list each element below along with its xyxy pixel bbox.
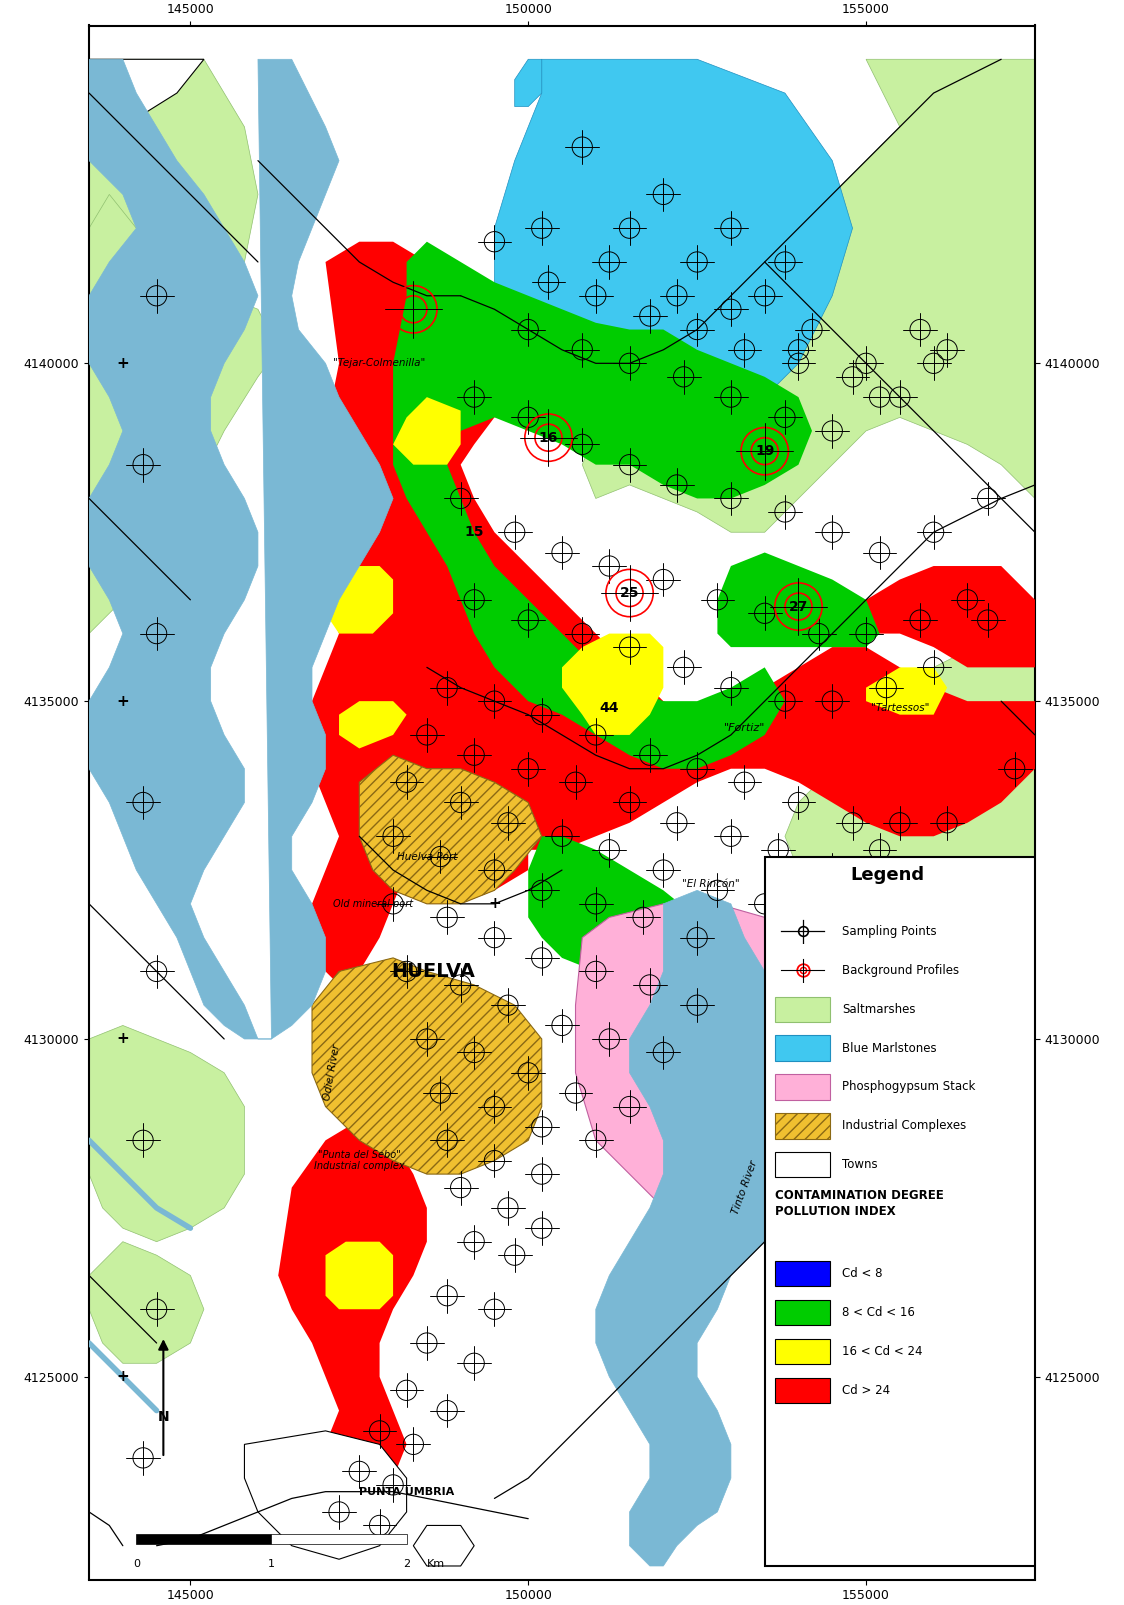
Polygon shape [312,958,542,1175]
Polygon shape [89,295,203,430]
Text: "Fortiz": "Fortiz" [724,724,765,733]
Text: 0: 0 [133,1558,139,1570]
Text: Towns: Towns [842,1159,878,1172]
Text: Industrial Complexes: Industrial Complexes [842,1119,967,1133]
Text: Sampling Points: Sampling Points [842,924,937,937]
Polygon shape [528,836,717,985]
Polygon shape [326,567,393,634]
Text: 19: 19 [755,445,774,457]
Text: +: + [117,693,129,709]
Polygon shape [89,59,393,1038]
Text: 44: 44 [599,701,619,714]
Polygon shape [89,59,203,160]
Text: Old mineral port: Old mineral port [333,899,413,908]
Polygon shape [393,396,461,465]
Polygon shape [326,1242,393,1310]
Text: 8 < Cd < 16: 8 < Cd < 16 [842,1306,915,1319]
Polygon shape [339,769,528,904]
Polygon shape [717,552,880,647]
Polygon shape [244,1430,407,1558]
Text: +: + [981,896,994,912]
Text: +: + [117,356,129,371]
Text: Huelva Port: Huelva Port [397,852,457,862]
Polygon shape [89,59,257,600]
Polygon shape [89,194,279,634]
Text: "El Rincón": "El Rincón" [682,878,740,889]
Text: N: N [157,1411,170,1424]
Text: HUELVA: HUELVA [391,961,475,981]
Polygon shape [515,59,542,106]
Text: Cd < 8: Cd < 8 [842,1268,882,1281]
Text: "Tejar-Colmenilla": "Tejar-Colmenilla" [334,358,426,368]
Text: PUNTA UMBRIA: PUNTA UMBRIA [359,1486,454,1497]
Text: Blue Marlstones: Blue Marlstones [842,1042,937,1054]
Text: Km: Km [427,1558,445,1570]
Polygon shape [89,1242,203,1363]
Bar [272,1533,407,1544]
Text: "Punta del Sebo"
Industrial complex: "Punta del Sebo" Industrial complex [314,1149,405,1172]
Text: Legend: Legend [850,867,924,884]
Polygon shape [312,242,1035,985]
Polygon shape [339,701,407,748]
Polygon shape [414,1525,474,1566]
Polygon shape [562,634,663,735]
Text: Cd > 24: Cd > 24 [842,1384,890,1396]
Text: +: + [117,1369,129,1384]
Polygon shape [89,1026,244,1242]
Polygon shape [764,1242,867,1343]
Polygon shape [360,756,542,904]
Text: Tinto River: Tinto River [731,1159,759,1217]
Text: 25: 25 [619,586,640,600]
Text: "Tartessos": "Tartessos" [871,703,930,713]
Text: 1: 1 [268,1558,275,1570]
Text: 15: 15 [464,525,484,539]
Polygon shape [279,1120,427,1512]
Polygon shape [867,668,948,714]
Polygon shape [596,891,812,1566]
Text: 2: 2 [404,1558,410,1570]
Bar [136,1533,272,1544]
Text: Odiel River: Odiel River [323,1043,342,1101]
Text: CONTAMINATION DEGREE
POLLUTION INDEX: CONTAMINATION DEGREE POLLUTION INDEX [776,1189,944,1218]
Polygon shape [495,59,852,430]
Polygon shape [582,59,1035,1038]
Polygon shape [764,857,1035,1566]
Polygon shape [575,904,852,1242]
Text: Saltmarshes: Saltmarshes [842,1003,916,1016]
Text: Background Profiles: Background Profiles [842,963,960,977]
Text: +: + [117,1032,129,1046]
Text: Phosphogypsum Stack: Phosphogypsum Stack [842,1080,976,1093]
Polygon shape [393,242,812,769]
Text: 16 < Cd < 24: 16 < Cd < 24 [842,1345,923,1358]
Text: +: + [488,896,501,912]
Polygon shape [832,567,1035,668]
Text: 16: 16 [538,430,559,445]
Text: 27: 27 [789,600,808,613]
